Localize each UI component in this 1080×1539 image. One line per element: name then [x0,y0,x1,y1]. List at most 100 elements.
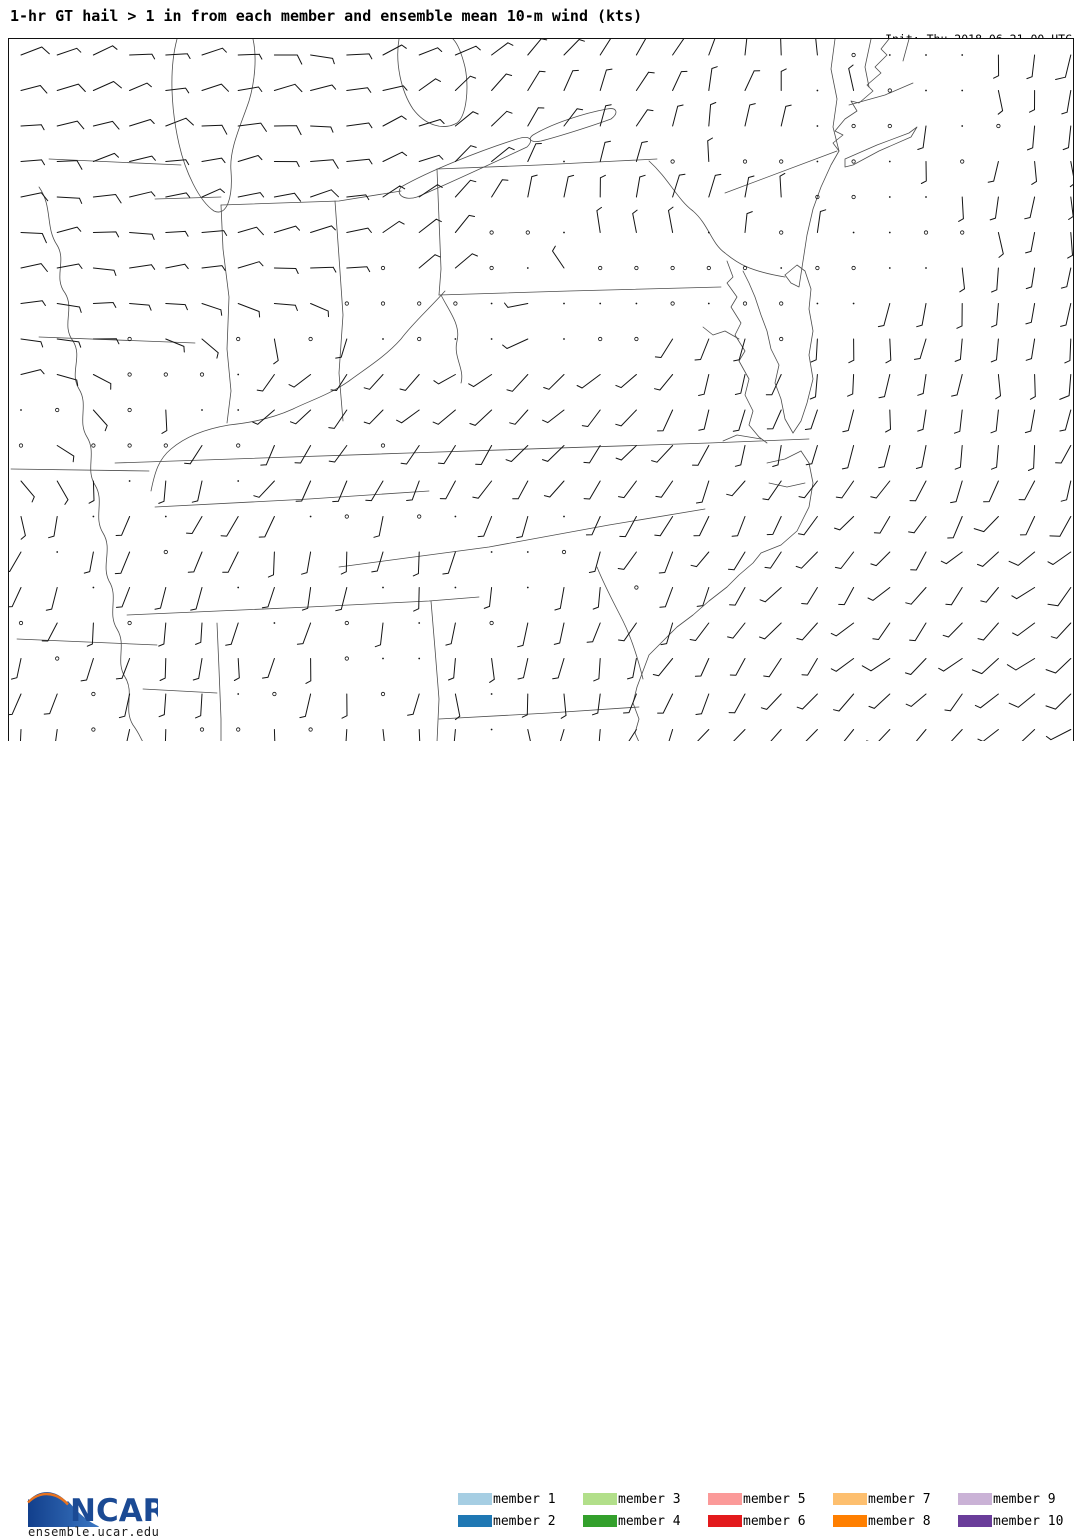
calm-marker [816,302,819,305]
calm-marker [888,54,891,56]
calm-marker [888,160,891,163]
calm-marker [851,194,856,200]
calm-marker [453,301,458,306]
calm-marker [163,549,168,555]
calm-marker [92,586,95,589]
calm-marker [382,657,384,660]
calm-marker [20,409,22,411]
calm-marker [960,230,965,235]
calm-marker [887,123,892,129]
calm-marker [634,336,639,342]
calm-marker [561,549,567,555]
coast-new-jersey [784,150,840,288]
wind-barbs-layer [9,39,1073,742]
calm-marker [308,336,313,342]
calm-marker [380,265,386,271]
legend-item: member 4 [583,1510,708,1532]
calm-marker [454,586,457,589]
calm-marker [489,230,494,235]
calm-marker [525,230,530,235]
site-url: ensemble.ucar.edu [28,1525,160,1539]
calm-marker [490,338,493,340]
calm-marker [237,480,240,482]
calm-marker [526,551,529,553]
ohio-river [150,290,446,492]
delmarva-coast [784,264,814,434]
legend-swatch-8 [833,1515,867,1527]
calm-marker [382,338,384,340]
legend-item: member 8 [833,1510,958,1532]
calm-marker [815,194,820,200]
calm-marker [925,89,927,92]
lake-ontario [529,108,617,142]
lake-erie [398,137,531,199]
lake-michigan [171,39,256,213]
calm-marker [55,407,60,413]
calm-marker [634,265,639,271]
calm-marker [380,691,386,697]
calm-marker [706,265,711,271]
ncar-logo: NCAR [26,1489,158,1529]
mississippi-river [38,186,144,742]
legend-swatch-6 [708,1515,742,1527]
calm-marker [888,267,891,269]
geography-outlines [10,39,918,742]
legend-label: member 10 [993,1513,1064,1529]
calm-marker [490,551,493,553]
calm-marker [599,302,602,305]
calm-marker [563,302,565,305]
calm-marker [454,515,457,518]
calm-marker [273,622,276,624]
hudson-river [830,39,840,152]
calm-marker [236,336,241,342]
calm-marker [92,515,95,518]
calm-marker [454,338,457,340]
calm-marker [127,336,132,342]
coast-new-england [832,39,890,152]
calm-marker [199,727,205,732]
calm-marker [380,443,386,448]
calm-marker [851,159,856,164]
legend-label: member 6 [743,1513,806,1529]
map-canvas [8,38,1074,743]
calm-marker [490,693,493,695]
calm-marker [707,231,710,234]
calm-marker [816,89,819,92]
calm-marker [344,620,349,626]
calm-marker [56,551,59,553]
calm-marker [91,691,96,697]
calm-marker [127,407,132,413]
calm-marker [852,302,855,305]
legend-swatch-4 [583,1515,617,1527]
chesapeake-west-shore [726,260,768,444]
calm-marker [780,267,783,269]
legend-swatch-2 [458,1515,492,1527]
calm-marker [563,515,565,518]
calm-marker [961,89,964,92]
calm-marker [851,52,856,58]
calm-marker [598,336,603,342]
calm-marker [925,196,927,198]
calm-marker [237,693,240,695]
calm-marker [925,54,927,56]
legend-item: member 7 [833,1488,958,1510]
calm-marker [163,372,168,377]
legend-label: member 2 [493,1513,556,1529]
legend-label: member 1 [493,1491,556,1507]
calm-marker [563,231,565,234]
legend-item: member 1 [458,1488,583,1510]
legend-label: member 3 [618,1491,681,1507]
calm-marker [490,302,493,305]
legend-item: member 6 [708,1510,833,1532]
calm-marker [490,728,493,731]
calm-marker [55,656,60,661]
calm-marker [670,159,675,164]
legend-label: member 4 [618,1513,681,1529]
calm-marker [18,443,24,448]
calm-marker [670,301,675,306]
calm-marker [779,230,784,235]
legend-swatch-3 [583,1493,617,1505]
chesapeake-east-shore [742,270,794,434]
calm-marker [742,265,748,271]
calm-marker [707,302,710,305]
